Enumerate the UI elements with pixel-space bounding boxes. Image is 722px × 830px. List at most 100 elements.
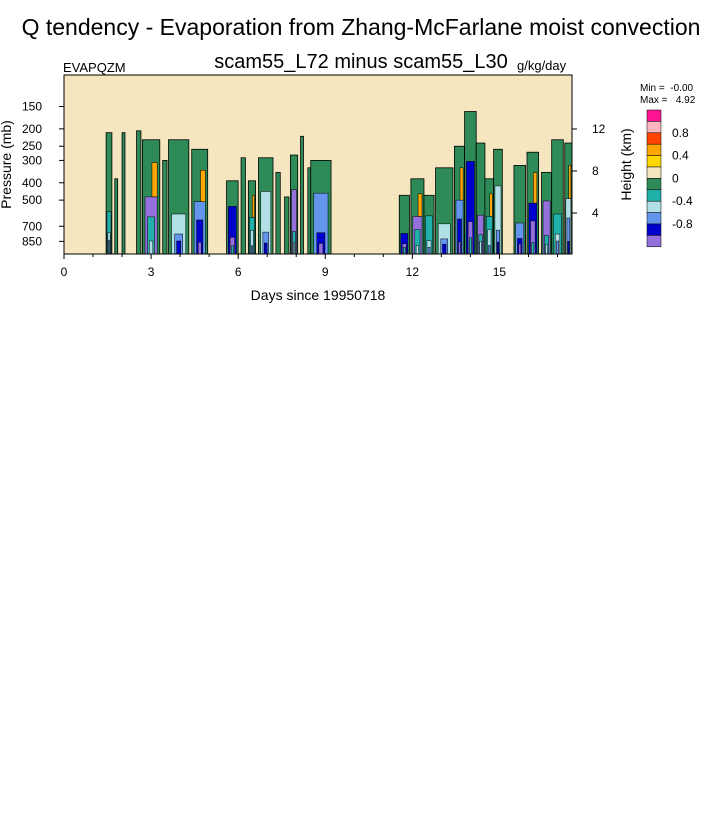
event-band: [149, 240, 154, 255]
event-band: [531, 242, 535, 255]
y-tick-label: 200: [22, 122, 42, 136]
convective-event: [410, 178, 425, 255]
y-tick-label: 850: [22, 234, 42, 248]
colorbar-swatch: [646, 189, 662, 202]
convective-event: [226, 180, 239, 255]
convective-event: [423, 194, 435, 255]
convective-event: [398, 194, 410, 255]
event-column: [114, 178, 119, 255]
convective-event: [275, 171, 281, 255]
x-tick-label: 3: [148, 265, 155, 279]
convective-event: [290, 154, 299, 255]
event-band: [567, 241, 570, 255]
x-tick-label: 6: [235, 265, 242, 279]
colorbar-swatch: [646, 223, 662, 236]
colorbar-label: 0.8: [672, 126, 689, 140]
event-band: [488, 245, 491, 255]
colorbar-label: 0: [672, 171, 679, 185]
colorbar-swatch: [646, 109, 662, 122]
event-column: [121, 132, 126, 255]
convective-event: [484, 178, 495, 255]
x-axis-label: Days since 19950718: [251, 287, 386, 303]
convective-event: [513, 165, 526, 255]
convective-event: [454, 145, 465, 255]
height-tick-label: 4: [592, 206, 599, 220]
event-band: [442, 243, 447, 255]
convective-event: [258, 157, 274, 255]
convective-event: [526, 151, 540, 255]
y-tick-label: 300: [22, 153, 42, 167]
event-column: [300, 135, 304, 255]
convective-event: [141, 139, 161, 255]
y-tick-label: 500: [22, 193, 42, 207]
event-column: [275, 171, 281, 255]
y-tick-label: 250: [22, 139, 42, 153]
event-column: [162, 160, 168, 255]
event-warm-band: [459, 167, 464, 201]
colorbar-swatch: [646, 121, 662, 134]
convective-event: [464, 111, 477, 255]
min-max-stats: Min = -0.00 Max = 4.92: [640, 83, 695, 107]
colorbar-swatch: [646, 132, 662, 145]
colorbar-swatch: [646, 155, 662, 168]
x-tick-label: 12: [406, 265, 420, 279]
convective-event: [493, 148, 503, 255]
convective-event: [168, 139, 190, 255]
min-label: Min = -0.00: [640, 83, 694, 94]
event-band: [318, 243, 324, 255]
colorbar-swatch: [646, 143, 662, 156]
event-band: [556, 240, 559, 255]
convective-event: [105, 132, 113, 255]
y-tick-label: 150: [22, 100, 42, 114]
convective-event: [475, 142, 486, 255]
convective-event: [121, 132, 126, 255]
colorbar-label: -0.4: [672, 194, 693, 208]
height-axis-label: Height (km): [618, 128, 634, 200]
x-tick-label: 9: [322, 265, 329, 279]
event-column: [307, 167, 312, 255]
event-warm-band: [568, 164, 572, 199]
convective-event: [310, 160, 332, 255]
event-band: [468, 237, 472, 255]
colorbar-label: -0.8: [672, 217, 693, 231]
y-axis-label: Pressure (mb): [0, 120, 14, 209]
convective-event: [551, 139, 564, 255]
event-column: [136, 130, 142, 255]
event-band: [518, 243, 522, 255]
event-band: [545, 244, 548, 255]
x-tick-label: 15: [493, 265, 507, 279]
height-tick-label: 8: [592, 164, 599, 178]
event-warm-band: [489, 193, 493, 217]
y-tick-label: 700: [22, 219, 42, 233]
convective-event: [435, 167, 454, 255]
convective-event: [191, 148, 209, 255]
variable-name: EVAPQZM: [63, 60, 126, 75]
event-column: [240, 157, 246, 255]
event-band: [415, 245, 419, 255]
colorbar-swatch: [646, 235, 662, 248]
event-warm-band: [252, 195, 255, 218]
convective-event: [114, 178, 119, 255]
convective-event: [136, 130, 142, 255]
y-tick-label: 400: [22, 176, 42, 190]
convective-event: [541, 171, 553, 255]
event-band: [496, 241, 500, 255]
colorbar-label: 0.4: [672, 149, 689, 163]
convective-event: [162, 160, 168, 255]
height-tick-label: 12: [592, 122, 606, 136]
event-band: [230, 245, 234, 255]
event-column: [284, 196, 290, 255]
event-warm-band: [151, 162, 158, 198]
event-band: [458, 241, 461, 255]
convective-event: [240, 157, 246, 255]
convective-event: [307, 167, 312, 255]
units-label: g/kg/day: [517, 58, 567, 73]
event-warm-band: [417, 193, 423, 217]
event-band: [264, 242, 268, 255]
chart-subtitle: scam55_L72 minus scam55_L30: [214, 51, 508, 73]
convective-event: [300, 135, 304, 255]
colorbar-swatch: [646, 166, 662, 179]
colorbar-swatch: [646, 212, 662, 225]
event-band: [427, 247, 431, 255]
